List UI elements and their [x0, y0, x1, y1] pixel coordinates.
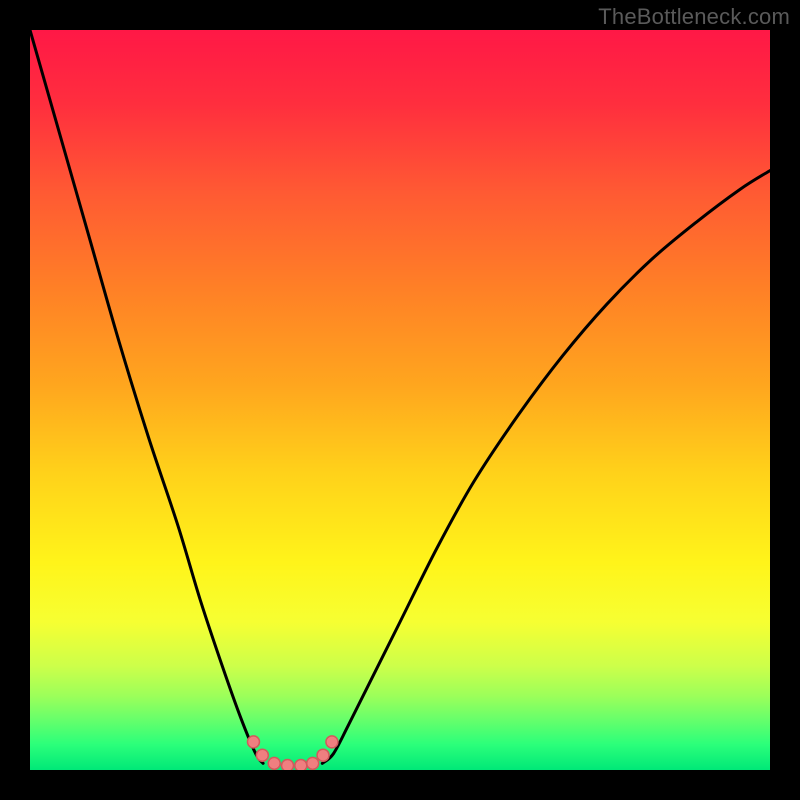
data-dot — [256, 749, 268, 761]
data-dot — [282, 760, 294, 772]
data-dot — [295, 760, 307, 772]
chart-stage: TheBottleneck.com — [0, 0, 800, 800]
chart-svg — [0, 0, 800, 800]
plot-background — [30, 30, 770, 770]
data-dot — [317, 749, 329, 761]
data-dot — [247, 736, 259, 748]
watermark-text: TheBottleneck.com — [598, 4, 790, 30]
data-dot — [326, 736, 338, 748]
data-dot — [268, 757, 280, 769]
data-dot — [307, 757, 319, 769]
